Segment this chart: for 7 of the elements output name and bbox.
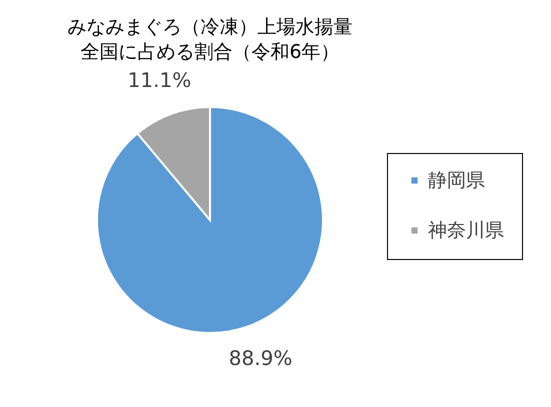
legend-label: 神奈川県 (428, 220, 504, 242)
legend-label: 静岡県 (428, 170, 485, 192)
data-label: 11.1% (128, 68, 192, 92)
chart-title: みなみまぐろ（冷凍）上場水揚量 (68, 16, 352, 38)
chart-subtitle: 全国に占める割合（令和6年） (80, 41, 340, 63)
data-label: 88.9% (228, 346, 292, 370)
pie-slice (96, 106, 324, 334)
